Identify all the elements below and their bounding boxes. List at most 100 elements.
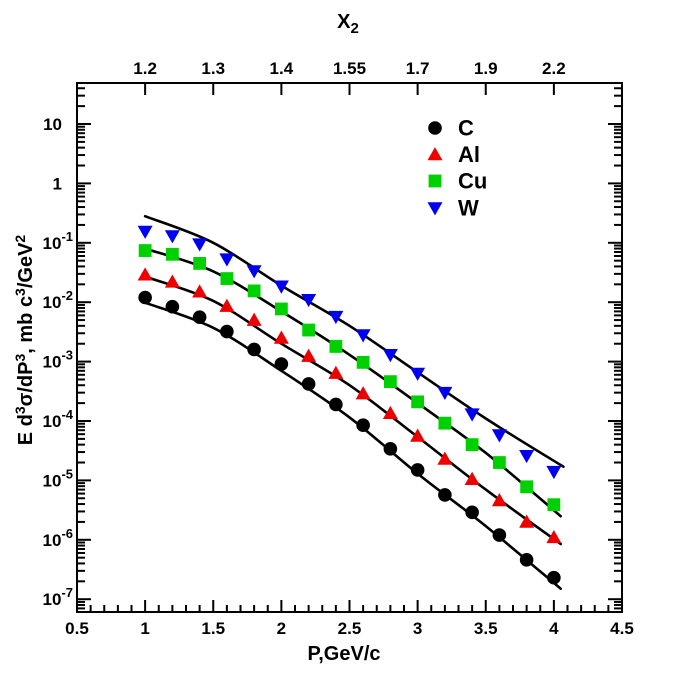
data-point-C (383, 442, 398, 456)
top-tick-label: 1.3 (201, 59, 225, 78)
data-point-Cu (465, 438, 479, 452)
data-point-Al (491, 493, 507, 507)
y-tick-label: 10-2 (43, 288, 73, 312)
data-point-Cu (411, 395, 425, 409)
x-axis-title-text: P,GeV/c (307, 643, 380, 665)
data-point-Cu (547, 498, 561, 512)
legend-label-Al: Al (458, 142, 480, 167)
x-axis-title: P,GeV/c (307, 643, 380, 665)
series-Cu-markers (138, 244, 561, 512)
top-axis-tick-labels: 1.2 1.3 1.4 1.55 1.7 1.9 2.2 (133, 59, 565, 78)
data-point-W (546, 465, 562, 480)
series-Al-markers (137, 267, 562, 544)
data-point-Al (137, 267, 153, 281)
y-tick-label: 10-4 (43, 407, 74, 431)
fit-curve-Al (143, 275, 562, 546)
data-point-C (301, 377, 316, 391)
x-tick-label: 0.5 (65, 619, 89, 638)
y-tick-label: 10-1 (43, 229, 73, 253)
data-point-C (547, 570, 561, 585)
y-axis-tick-labels: 10 1 10-1 10-2 10-3 10-4 10-5 10-6 10-7 (43, 115, 74, 609)
y-tick-label: 10-3 (43, 348, 73, 372)
data-point-C (192, 310, 207, 324)
top-tick-label: 1.7 (406, 59, 430, 78)
plot-frame (76, 82, 623, 613)
data-point-Al (273, 330, 289, 344)
data-point-Cu (193, 256, 207, 270)
data-point-Cu (247, 284, 261, 298)
data-point-W (137, 225, 153, 239)
top-tick-label: 2.2 (542, 59, 566, 78)
top-tick-label: 1.2 (133, 59, 157, 78)
fit-curve-C (143, 301, 562, 590)
data-point-Al (328, 365, 344, 379)
x-tick-label: 4 (549, 619, 559, 638)
legend-entry-Al: Al (427, 142, 480, 167)
x-tick-label: 3.5 (474, 619, 498, 638)
data-point-Cu (165, 247, 179, 261)
data-point-Cu (520, 480, 534, 494)
data-point-Al (219, 298, 235, 312)
fit-curve-Cu (143, 247, 562, 518)
data-point-Al (410, 428, 426, 442)
y-tick-label: 10 (43, 115, 62, 134)
data-point-W (410, 367, 426, 381)
data-point-W (491, 429, 507, 443)
legend-marker-Cu (428, 174, 442, 188)
data-point-Cu (438, 416, 452, 430)
top-tick-label: 1.4 (270, 59, 294, 78)
data-point-Al (192, 284, 208, 298)
x-tick-label: 2.5 (338, 619, 362, 638)
x-tick-label: 1 (140, 619, 149, 638)
data-point-Cu (329, 340, 343, 353)
x-tick-label: 2 (277, 619, 286, 638)
y-tick-label: 10-6 (43, 526, 73, 550)
top-tick-label: 1.9 (474, 59, 498, 78)
data-point-W (192, 238, 208, 252)
data-point-C (438, 488, 452, 502)
data-point-Al (164, 274, 180, 288)
data-point-C (465, 505, 479, 520)
data-point-Al (301, 348, 317, 362)
data-point-Al (464, 471, 480, 485)
series-W-markers (137, 225, 562, 480)
data-point-W (301, 293, 317, 308)
data-point-Cu (220, 272, 234, 285)
data-point-W (246, 265, 262, 279)
fit-curve-W (143, 214, 565, 468)
legend-label-W: W (458, 196, 479, 221)
data-point-Al (382, 405, 398, 420)
legend-entry-W: W (427, 196, 479, 221)
top-axis-title: X2 (337, 11, 359, 37)
data-point-W (519, 449, 535, 464)
legend-label-C: C (458, 116, 474, 141)
legend-entry-Cu: Cu (428, 169, 487, 194)
data-point-Cu (492, 456, 506, 469)
data-point-W (355, 329, 371, 343)
legend-marker-Al (427, 147, 443, 161)
data-point-W (219, 253, 235, 267)
data-point-Cu (138, 244, 152, 257)
data-point-C (165, 299, 180, 314)
legend-marker-C (428, 121, 442, 135)
data-point-C (220, 324, 234, 339)
x-tick-label: 1.5 (201, 619, 225, 638)
data-point-C (356, 418, 370, 432)
data-point-C (274, 357, 289, 371)
x-tick-label: 3 (413, 619, 422, 638)
data-point-Al (355, 386, 371, 400)
data-point-W (164, 230, 180, 244)
data-point-W (464, 408, 480, 422)
data-point-Al (519, 514, 535, 528)
data-point-C (410, 463, 425, 477)
data-point-Al (246, 312, 262, 326)
x-axis-tick-labels: 0.5 1 1.5 2 2.5 3 3.5 4 4.5 (65, 619, 634, 638)
series-C-markers (138, 290, 561, 585)
data-point-W (273, 280, 289, 294)
data-point-C (519, 553, 534, 567)
data-point-Al (437, 451, 453, 465)
data-point-Cu (302, 323, 316, 337)
